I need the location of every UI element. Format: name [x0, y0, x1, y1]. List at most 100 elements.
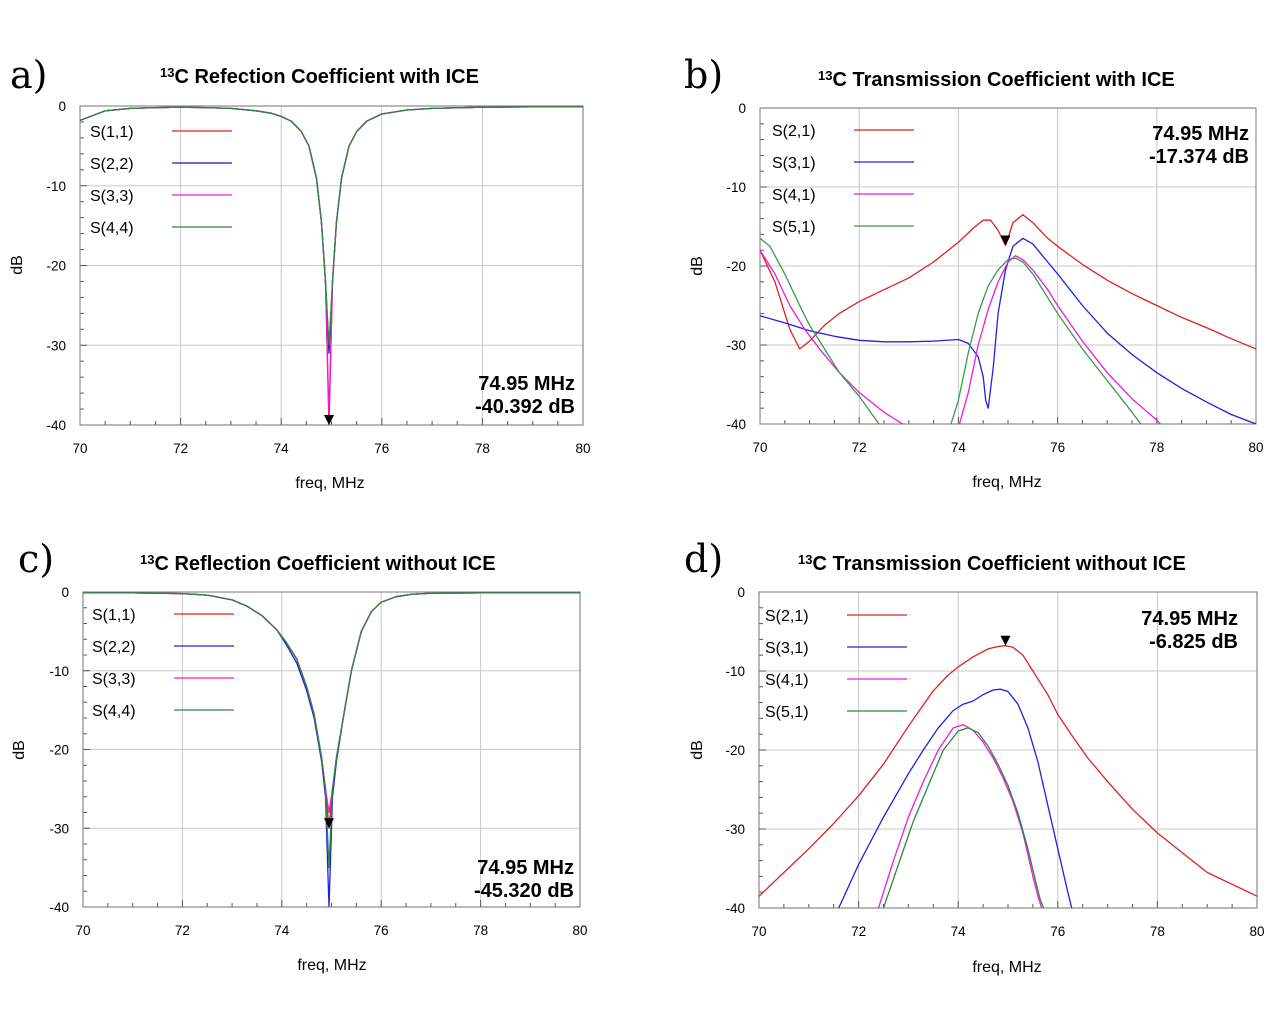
panel-a-plot: 70 72 74 76 78 80 0 -10 -20 -30 -40 S(1,1) S(2,2) S(3… [46, 99, 590, 456]
panel-d-plot-frame [758, 591, 1258, 909]
panel-a-ylabel: dB [9, 255, 26, 275]
panel-d-y-tick-label: 0 [737, 585, 745, 600]
panel-d-y-tick-label: -20 [725, 743, 745, 758]
panel-b-series-line-4 [760, 237, 1142, 424]
panel-d-x-tick-label: 72 [851, 924, 866, 939]
panel-a-legend-label-2: S(2,2) [90, 156, 134, 173]
panel-c-title-text: C Reflection Coefficient without ICE [154, 553, 495, 575]
panel-c-x-tick-label: 74 [274, 923, 290, 938]
panel-b-legend-label-3: S(4,1) [772, 187, 816, 204]
panel-d-series-line-3 [877, 724, 1043, 908]
panel-d-series-line-4 [882, 727, 1045, 908]
panel-c-legend-label-4: S(4,4) [92, 703, 136, 720]
panel-a-x-tick-label: 70 [72, 441, 87, 456]
panel-a-plot-frame [79, 105, 584, 426]
panel-a-title-sup: 13 [160, 65, 174, 80]
panel-a-series-line-3 [80, 106, 583, 418]
panel-b-legend-label-2: S(3,1) [772, 155, 816, 172]
panel-a-x-tick-label: 74 [274, 441, 290, 456]
panel-b-series-group [760, 214, 1256, 424]
panel-b-marker-value: -17.374 dB [1149, 146, 1249, 168]
panel-c-series-line-4 [83, 592, 580, 869]
panel-b-title-text: C Transmission Coefficient with ICE [832, 69, 1174, 91]
panel-b-marker-freq: 74.95 MHz [1152, 123, 1249, 145]
panel-b-y-tick-label: 0 [738, 101, 746, 116]
panel-a-y-tick-label: 0 [58, 99, 66, 114]
panel-a: a) 13C Refection Coefficient with ICE dB… [9, 53, 591, 492]
panel-c-x-tick-label: 72 [175, 923, 190, 938]
panel-d-legend-label-3: S(4,1) [765, 672, 809, 689]
panel-b-x-tick-label: 70 [752, 440, 767, 455]
panel-a-x-tick-label: 80 [575, 441, 590, 456]
panel-b-title: 13C Transmission Coefficient with ICE [818, 68, 1175, 91]
panel-a-title-text: C Refection Coefficient with ICE [174, 66, 478, 88]
panel-a-x-tick-label: 72 [173, 441, 188, 456]
panel-d-ylabel: dB [689, 740, 706, 760]
panel-b-y-tick-label: -30 [726, 338, 746, 353]
panel-c-y-tick-label: -10 [49, 664, 69, 679]
panel-a-legend-label-4: S(4,4) [90, 220, 134, 237]
panel-b-series-line-3 [760, 249, 1162, 424]
panel-d-legend-label-4: S(5,1) [765, 704, 809, 721]
panel-d-x-tick-label: 78 [1150, 924, 1165, 939]
panel-d-label: d) [684, 537, 723, 581]
panel-b-series-line-2 [760, 237, 1256, 424]
panel-b-legend-label-1: S(2,1) [772, 123, 816, 140]
panel-c-x-tick-label: 80 [572, 923, 587, 938]
panel-a-marker-value: -40.392 dB [475, 396, 575, 418]
panel-c-y-tick-label: -30 [49, 821, 69, 836]
panel-b-legend-label-4: S(5,1) [772, 219, 816, 236]
panel-c-legend-label-2: S(2,2) [92, 639, 136, 656]
panel-d-x-tick-label: 70 [751, 924, 766, 939]
panel-b-series-line-1 [760, 214, 1256, 350]
panel-c-y-tick-label: 0 [61, 585, 69, 600]
panel-a-y-tick-label: -10 [46, 179, 66, 194]
panel-c-title: 13C Reflection Coefficient without ICE [140, 552, 496, 575]
panel-c-ylabel: dB [11, 740, 28, 760]
panel-a-legend-label-3: S(3,3) [90, 188, 134, 205]
panel-a-x-tick-label: 76 [374, 441, 389, 456]
panel-a-y-tick-label: -20 [46, 259, 66, 274]
panel-d-y-tick-label: -40 [725, 901, 745, 916]
panel-d-title-text: C Transmission Coefficient without ICE [812, 553, 1185, 575]
panel-b-y-tick-label: -10 [726, 180, 746, 195]
panel-d-xlabel: freq, MHz [972, 959, 1041, 976]
panel-b-y-tick-label: -40 [726, 417, 746, 432]
panel-c-legend-label-3: S(3,3) [92, 671, 136, 688]
panel-a-y-tick-label: -30 [46, 338, 66, 353]
panel-d-series-line-1 [759, 645, 1257, 897]
panel-b-x-tick-label: 80 [1248, 440, 1263, 455]
panel-c-marker-freq: 74.95 MHz [477, 857, 574, 879]
panel-b-x-tick-label: 78 [1149, 440, 1164, 455]
panel-c-x-tick-label: 78 [473, 923, 488, 938]
panel-c-x-tick-label: 76 [374, 923, 389, 938]
panel-c-label: c) [18, 537, 54, 581]
panel-b-marker-triangle [1000, 235, 1011, 246]
panel-d-legend-label-1: S(2,1) [765, 608, 809, 625]
panel-c-series-line-3 [83, 592, 580, 814]
panel-b-x-tick-label: 76 [1050, 440, 1065, 455]
panel-a-series-group [80, 106, 583, 425]
panel-c-marker-triangle [324, 818, 335, 829]
panel-c-title-sup: 13 [140, 552, 154, 567]
panel-a-y-tick-label: -40 [46, 418, 66, 433]
panel-a-marker-triangle [323, 415, 334, 425]
panel-d-legend-label-2: S(3,1) [765, 640, 809, 657]
panel-a-marker-freq: 74.95 MHz [478, 373, 575, 395]
panel-c-xlabel: freq, MHz [297, 957, 366, 974]
panel-d-y-tick-label: -10 [725, 664, 745, 679]
panel-b-title-sup: 13 [818, 68, 832, 83]
panel-c-marker-value: -45.320 dB [474, 880, 574, 902]
panel-d-title: 13C Transmission Coefficient without ICE [798, 552, 1186, 575]
panel-b-y-tick-label: -20 [726, 259, 746, 274]
panel-d: d) 13C Transmission Coefficient without … [684, 537, 1265, 976]
panel-d-x-tick-label: 74 [951, 924, 967, 939]
panel-d-plot: 70 72 74 76 78 80 0 -10 -20 -30 -40 S(2,1) S(3,1) S(4… [725, 585, 1264, 939]
panel-b-label: b) [684, 53, 723, 97]
panel-c-legend-label-1: S(1,1) [92, 607, 136, 624]
panel-c-y-tick-label: -20 [49, 743, 69, 758]
panel-c-series-group [83, 592, 580, 907]
panel-c-y-tick-label: -40 [49, 900, 69, 915]
panel-a-xlabel: freq, MHz [295, 475, 364, 492]
